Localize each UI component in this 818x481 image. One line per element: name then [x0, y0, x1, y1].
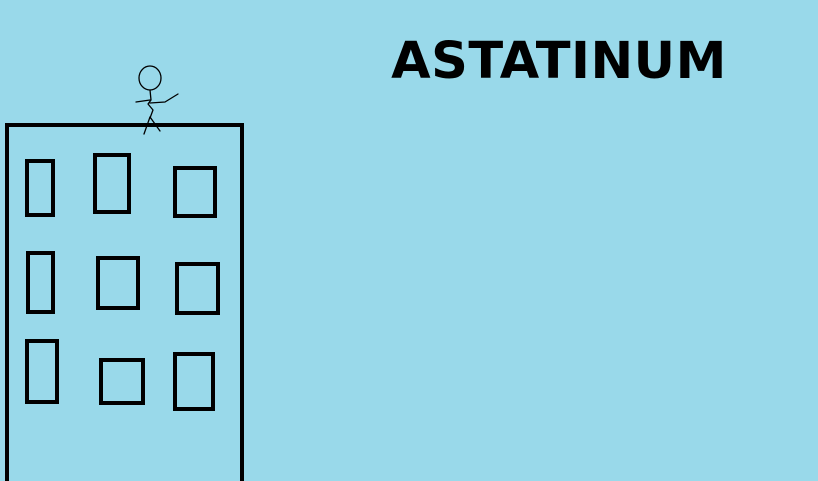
stick-figure-right-arm	[149, 93, 179, 104]
stick-figure-right-leg	[149, 116, 161, 132]
window	[175, 262, 220, 315]
stick-figure-left-leg	[143, 116, 151, 135]
building-outline	[5, 123, 244, 481]
window	[26, 251, 55, 314]
window	[99, 358, 145, 405]
stick-figure-left-arm	[135, 99, 151, 103]
window	[93, 153, 131, 214]
title-text: ASTATINUM	[391, 32, 727, 91]
window	[173, 166, 217, 218]
stick-figure	[135, 65, 179, 135]
building	[5, 123, 244, 481]
window	[25, 339, 59, 404]
window	[96, 256, 140, 310]
stick-figure-body	[147, 89, 154, 119]
window	[173, 352, 215, 411]
window	[25, 159, 55, 217]
